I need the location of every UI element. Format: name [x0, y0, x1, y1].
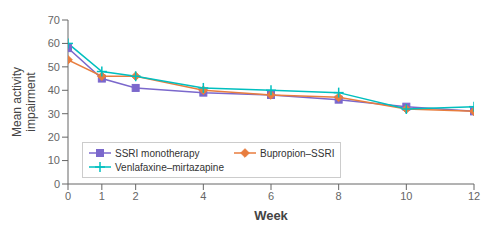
svg-text:Week: Week	[254, 208, 288, 223]
svg-text:2: 2	[133, 190, 139, 202]
html-text:Venlafaxine–mirtazapine: Venlafaxine–mirtazapine	[115, 161, 224, 173]
svg-text:30: 30	[48, 108, 60, 120]
svg-text:6: 6	[268, 190, 274, 202]
svg-text:60: 60	[48, 37, 60, 49]
svg-text:50: 50	[48, 61, 60, 73]
svg-text:0: 0	[65, 190, 71, 202]
svg-text:10: 10	[48, 154, 60, 166]
svg-text:70: 70	[48, 14, 60, 26]
html-text:SSRI monotherapy: SSRI monotherapy	[115, 147, 200, 159]
svg-text:Mean activityimpairment: Mean activityimpairment	[10, 67, 38, 137]
html-text:Bupropion–SSRI: Bupropion–SSRI	[260, 147, 335, 159]
svg-text:20: 20	[48, 131, 60, 143]
svg-text:12: 12	[468, 190, 480, 202]
svg-text:4: 4	[200, 190, 206, 202]
svg-text:10: 10	[400, 190, 412, 202]
svg-text:40: 40	[48, 84, 60, 96]
svg-text:0: 0	[54, 178, 60, 190]
svg-text:8: 8	[336, 190, 342, 202]
svg-text:1: 1	[99, 190, 105, 202]
